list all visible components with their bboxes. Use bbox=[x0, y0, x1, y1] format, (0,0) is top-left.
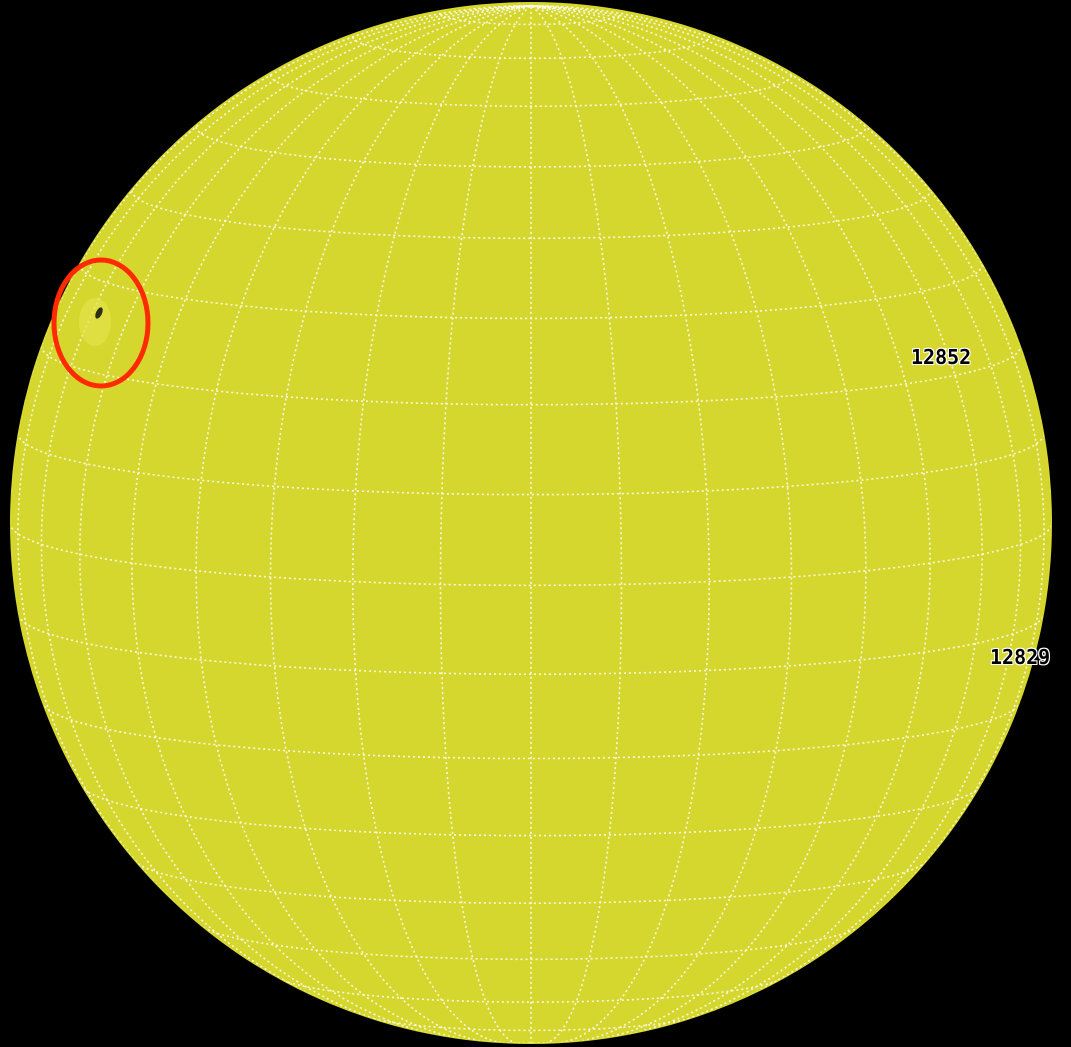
longitude-line bbox=[269, 4, 532, 1043]
latitude-line bbox=[80, 784, 982, 837]
latitude-line bbox=[352, 36, 710, 60]
latitude-line bbox=[17, 614, 1045, 676]
highlight-circle bbox=[51, 257, 151, 389]
longitude-line bbox=[131, 4, 532, 1041]
latitude-line bbox=[269, 74, 793, 107]
longitude-line bbox=[530, 4, 931, 1041]
region-label-12852: 12852 bbox=[911, 345, 972, 369]
longitude-line bbox=[530, 4, 1022, 1023]
longitude-line bbox=[351, 4, 532, 1043]
region-label-12829: 12829 bbox=[990, 645, 1051, 669]
sunspot-group bbox=[79, 298, 111, 346]
longitude-line bbox=[40, 4, 532, 1023]
longitude-line bbox=[530, 4, 793, 1043]
latitude-line bbox=[40, 345, 1022, 406]
longitude-line bbox=[530, 4, 984, 1037]
highlight-circle-icon bbox=[51, 257, 151, 389]
plage-patch bbox=[79, 298, 111, 346]
longitude-line bbox=[78, 4, 532, 1037]
latitude-line bbox=[198, 924, 864, 961]
longitude-line bbox=[530, 4, 711, 1043]
latitude-line bbox=[131, 190, 931, 240]
sunspot bbox=[95, 307, 103, 319]
longitude-line bbox=[439, 5, 532, 1043]
longitude-line bbox=[17, 4, 532, 978]
latitude-line bbox=[133, 859, 929, 905]
longitude-line bbox=[530, 4, 1045, 978]
longitude-line bbox=[530, 5, 623, 1043]
